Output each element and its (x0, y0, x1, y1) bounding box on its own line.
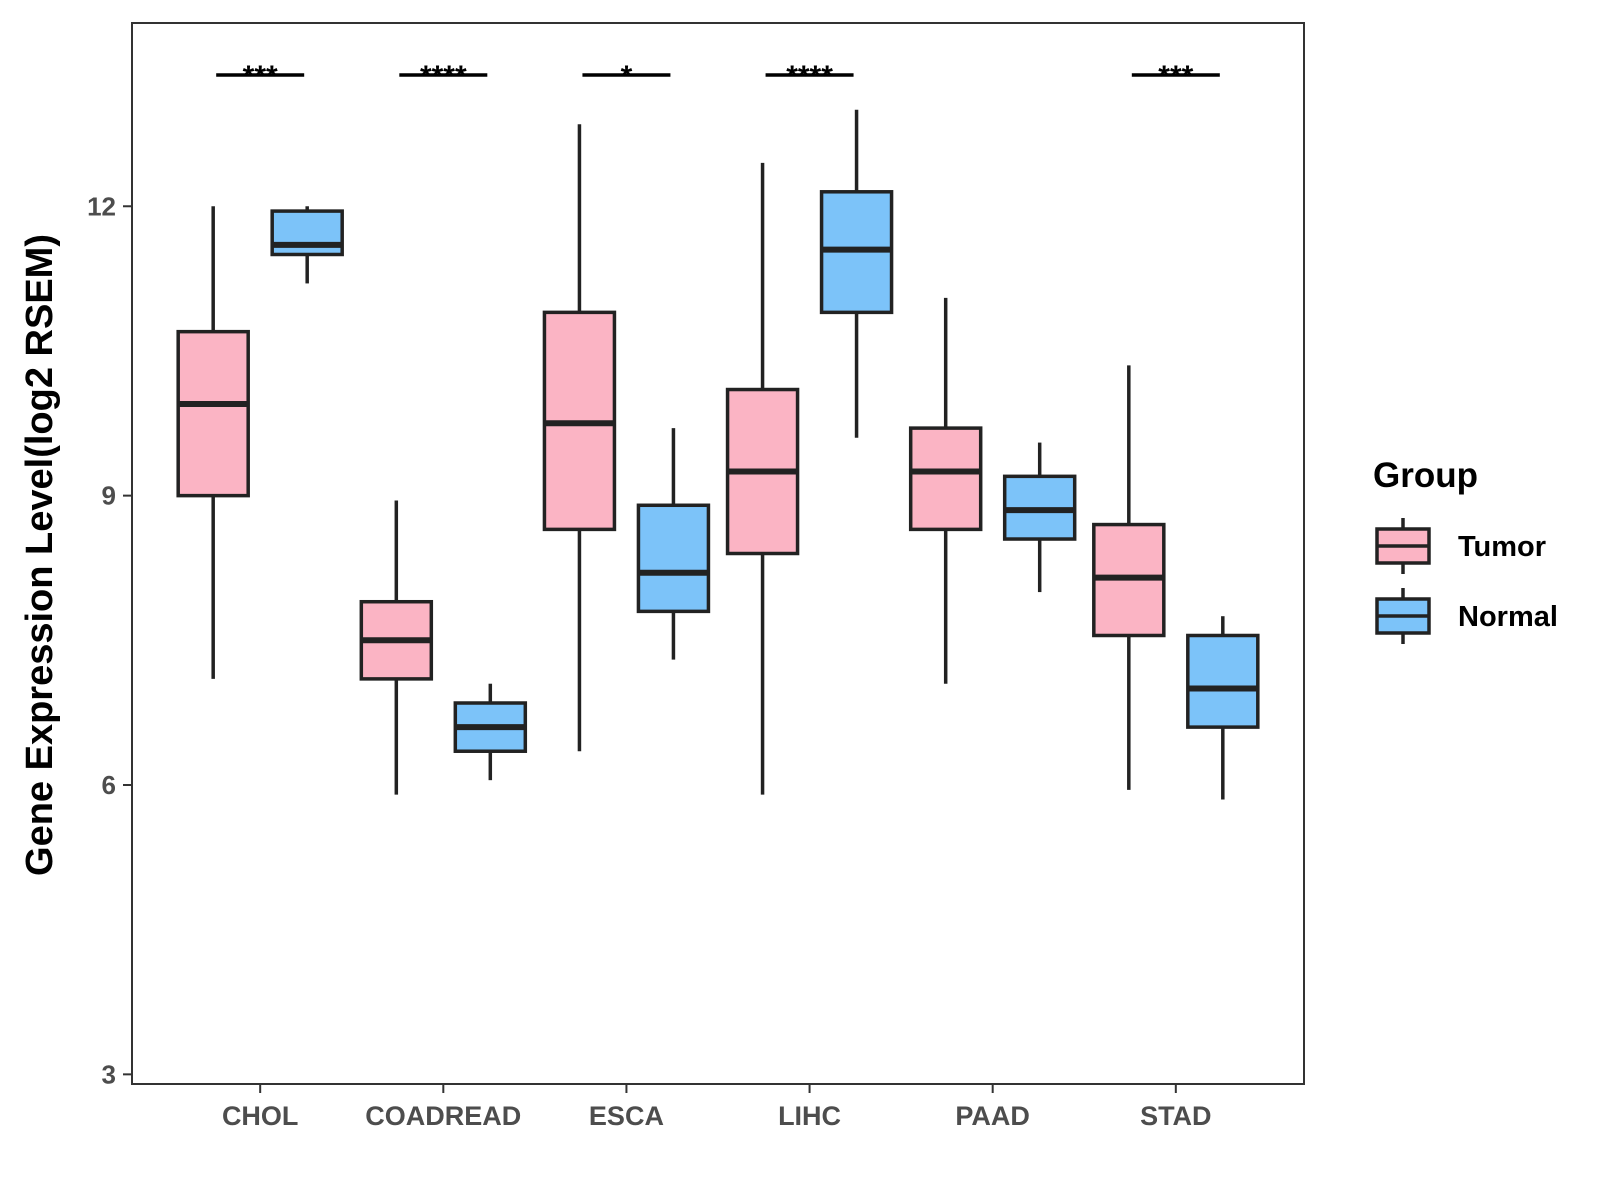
box-paad-normal (1002, 442, 1077, 593)
box-coadread-tumor (359, 500, 434, 795)
x-tick-label-paad: PAAD (955, 1101, 1030, 1131)
box-paad-tumor (908, 297, 983, 684)
box-esca-normal (636, 428, 711, 660)
box-chol-tumor (176, 206, 250, 679)
box-body-chol-normal (270, 209, 344, 257)
box-stad-normal (1186, 616, 1260, 800)
legend-key-normal (1375, 588, 1431, 644)
sig-label-esca: * (621, 60, 633, 93)
y-tick-label: 6 (102, 770, 116, 800)
box-esca-tumor (542, 124, 617, 752)
box-chol-normal (270, 206, 344, 284)
sig-label-chol: *** (243, 60, 278, 93)
y-tick-label: 9 (102, 481, 116, 511)
box-coadread-normal (453, 683, 528, 781)
legend-title: Group (1373, 456, 1478, 495)
box-body-esca-normal (636, 503, 711, 614)
x-tick-label-lihc: LIHC (778, 1101, 841, 1131)
y-tick-label: 12 (87, 191, 116, 221)
legend-label-tumor: Tumor (1458, 531, 1546, 563)
box-body-paad-tumor (908, 426, 983, 532)
legend-key-tumor (1375, 518, 1431, 574)
x-tick-label-esca: ESCA (589, 1101, 664, 1131)
sig-label-coadread: **** (420, 60, 467, 93)
box-body-stad-normal (1186, 633, 1260, 729)
y-tick-label: 3 (102, 1059, 116, 1089)
sig-label-stad: *** (1158, 60, 1193, 93)
y-axis-title: Gene Expression Level(log2 RSEM) (19, 234, 61, 876)
x-tick-label-stad: STAD (1140, 1101, 1212, 1131)
x-tick-label-coadread: COADREAD (365, 1101, 521, 1131)
legend-label-normal: Normal (1458, 601, 1558, 633)
box-lihc-tumor (725, 162, 800, 795)
box-body-chol-tumor (176, 329, 250, 498)
panel-border (131, 22, 1305, 1085)
x-tick-label-chol: CHOL (222, 1101, 299, 1131)
sig-label-lihc: **** (786, 60, 833, 93)
box-stad-tumor (1092, 365, 1166, 790)
box-lihc-normal (819, 109, 894, 438)
